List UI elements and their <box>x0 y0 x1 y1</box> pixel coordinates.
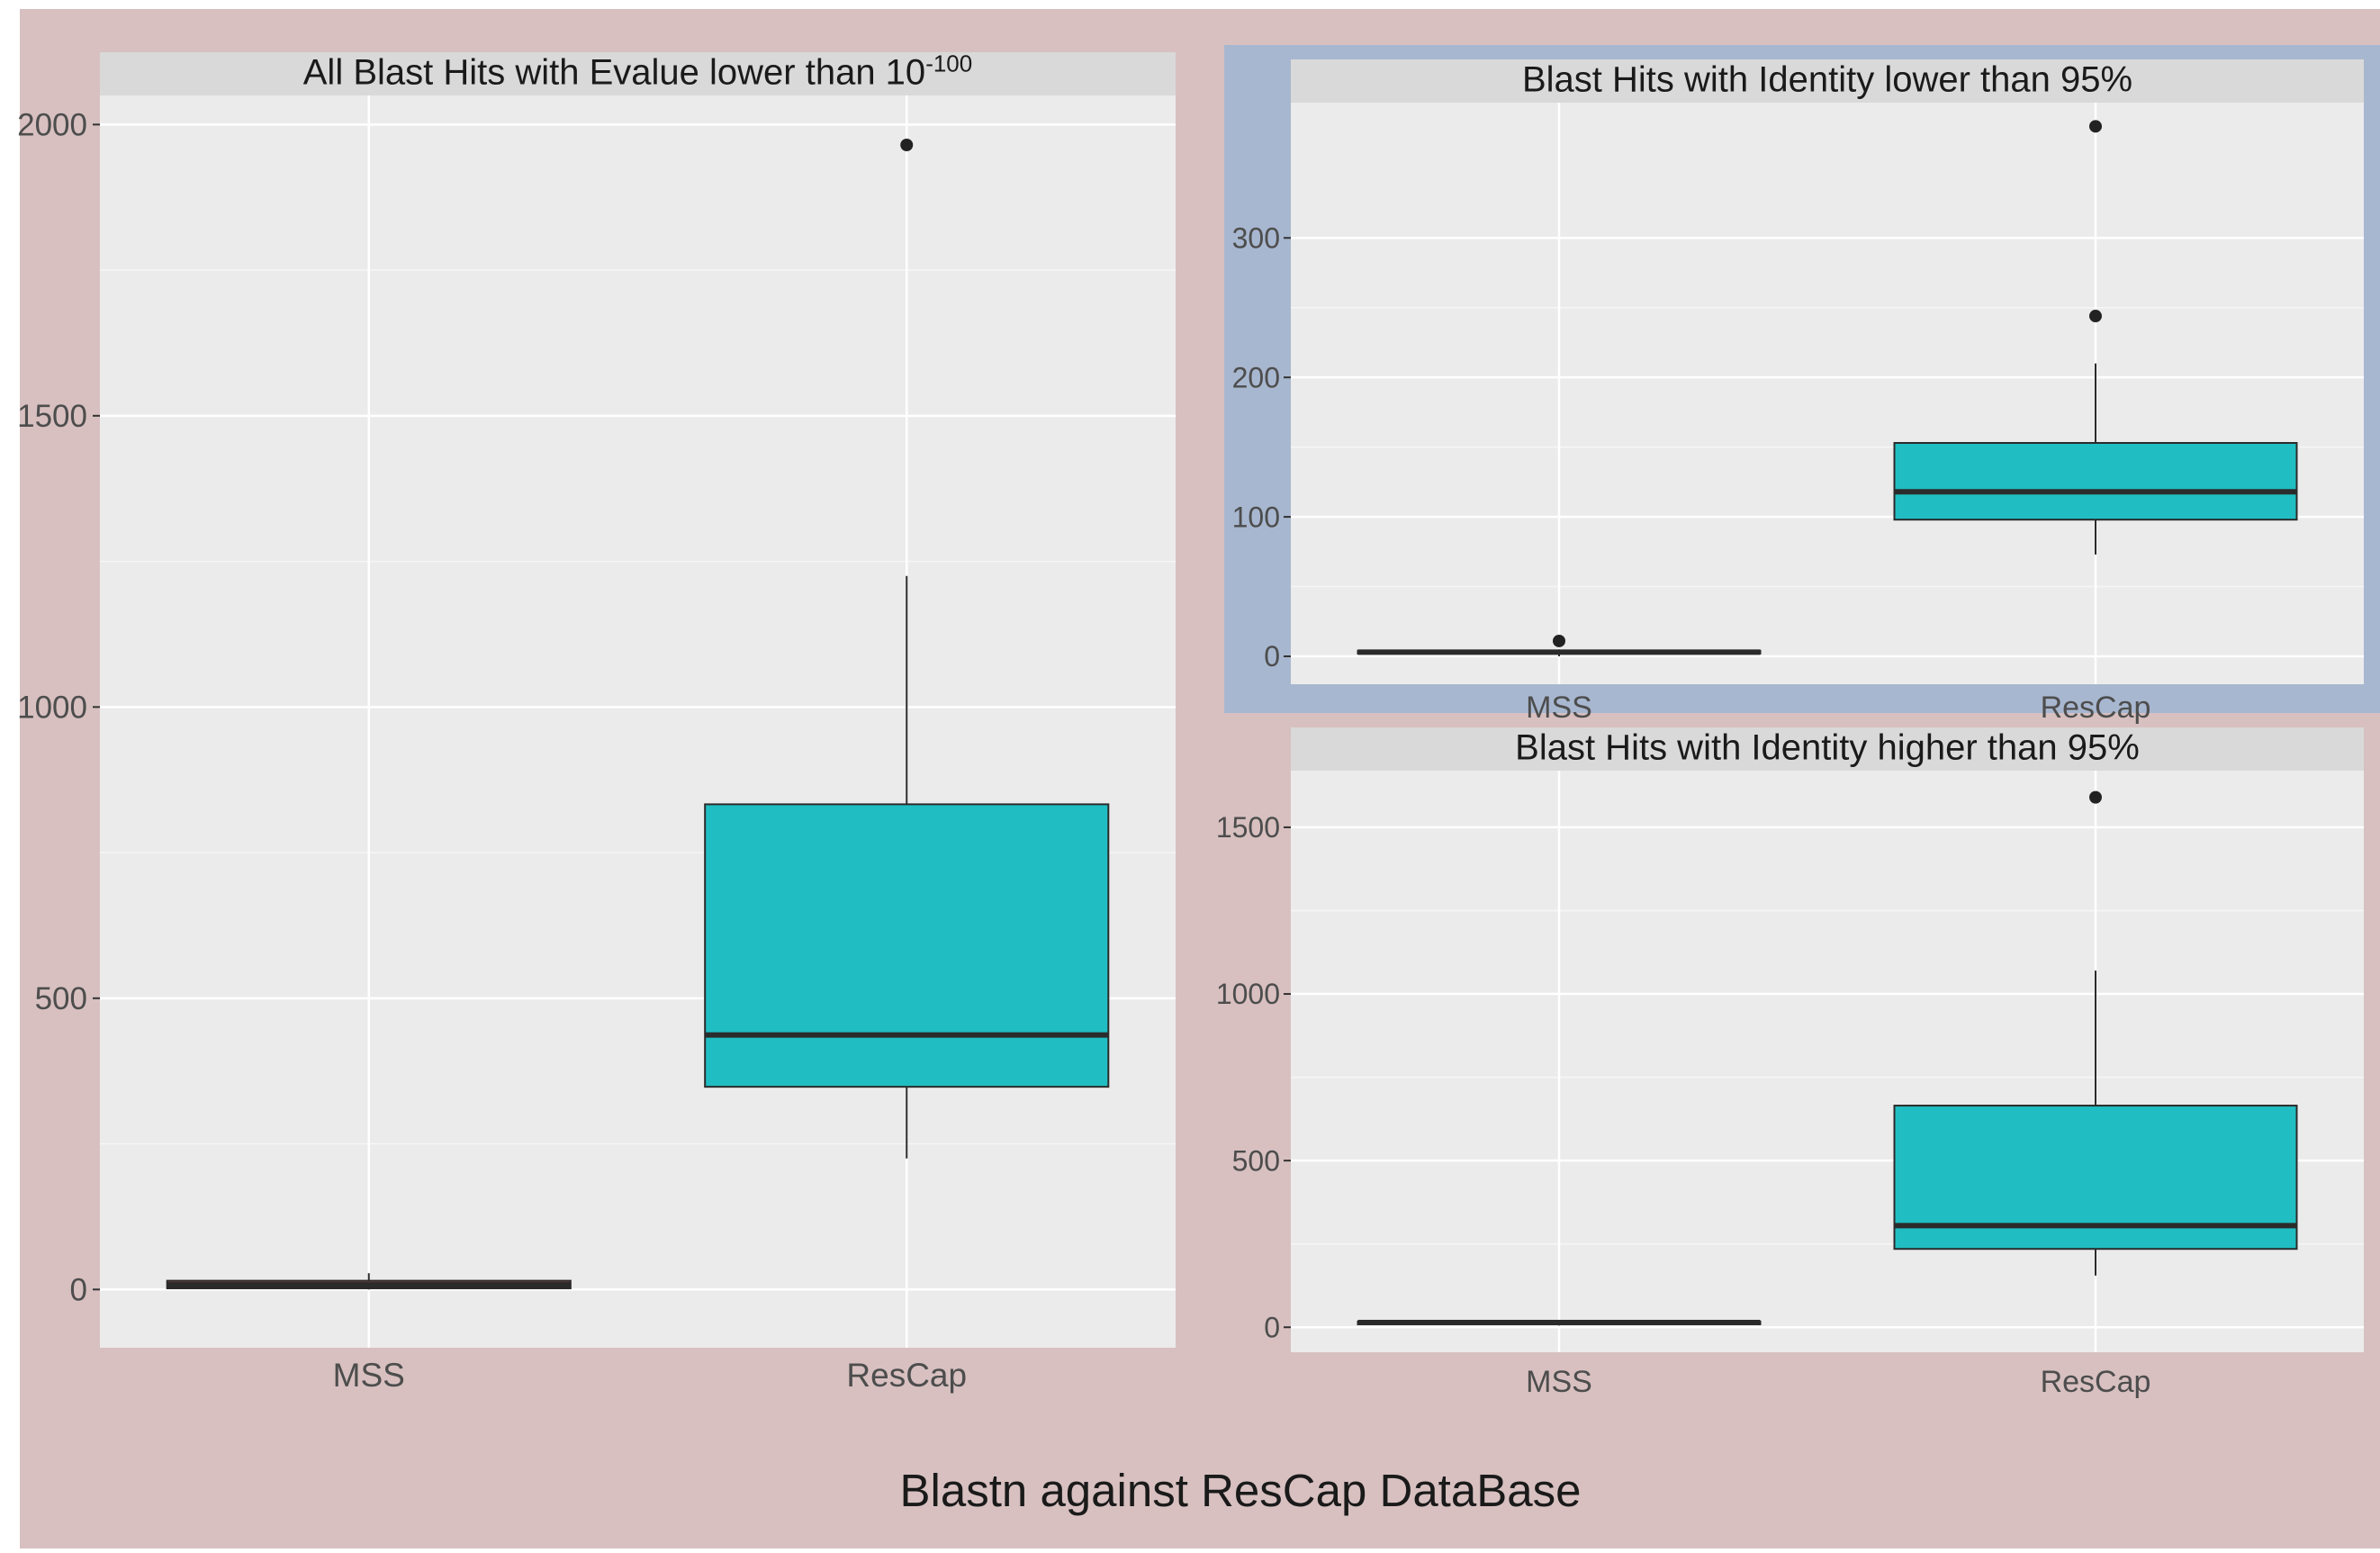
y-tick-label: 500 <box>1232 1144 1280 1177</box>
box-iqr <box>1893 441 2298 521</box>
x-tick-label: ResCap <box>846 1357 967 1394</box>
panel-1: 0 500 1000 1500 2000 All Blast Hits with Eval… <box>17 50 1176 1394</box>
box-rescap <box>704 138 1110 1159</box>
panel-strip <box>1291 59 2364 103</box>
panel-2: 0 100 200 300 Blast Hits with Identity lower… <box>1232 59 2364 725</box>
box-rescap <box>1893 120 2298 555</box>
outlier-point <box>2089 310 2102 323</box>
panel-background <box>1291 771 2364 1352</box>
panel-title: Blast Hits with Identity higher than 95% <box>1515 728 2140 768</box>
x-tick-label: MSS <box>1526 1365 1592 1399</box>
y-tick-label: 2000 <box>17 108 87 143</box>
x-tick-label: MSS <box>333 1357 405 1394</box>
outlier-point <box>2089 790 2102 804</box>
y-tick-label: 0 <box>1264 640 1280 673</box>
panel-title: Blast Hits with Identity lower than 95% <box>1522 60 2132 100</box>
y-tick-label: 300 <box>1232 221 1280 254</box>
box-iqr <box>704 803 1110 1088</box>
x-tick-label: MSS <box>1526 691 1592 725</box>
y-tick-label: 1000 <box>17 691 87 726</box>
x-tick-label: ResCap <box>2041 1365 2151 1399</box>
y-tick-label: 500 <box>35 981 87 1016</box>
figure-caption: Blastn against ResCap DataBase <box>900 1465 1582 1516</box>
panel-title-superscript: -100 <box>925 50 972 77</box>
outlier-point <box>900 138 914 151</box>
box-mss <box>1357 1320 1762 1326</box>
y-tick-label: 0 <box>1264 1311 1280 1343</box>
y-tick-label: 1500 <box>1216 811 1280 844</box>
y-tick-label: 0 <box>70 1273 87 1308</box>
panel-background <box>100 95 1176 1348</box>
box-mss <box>166 1273 572 1290</box>
panel-title: All Blast Hits with Evalue lower than 10… <box>303 50 972 93</box>
box-rescap <box>1893 790 2298 1276</box>
y-tick-label: 1500 <box>17 399 87 434</box>
panel-strip <box>1291 727 2364 771</box>
panel-3: 0 500 1000 1500 Blast Hits with Identity hig… <box>1216 727 2364 1399</box>
y-tick-label: 1000 <box>1216 978 1280 1010</box>
outlier-point <box>1553 634 1565 647</box>
y-tick-label: 200 <box>1232 361 1280 393</box>
y-tick-label: 100 <box>1232 501 1280 533</box>
box-mss <box>1357 634 1762 657</box>
panel-strip <box>100 52 1176 95</box>
outlier-point <box>2089 120 2102 133</box>
x-tick-label: ResCap <box>2041 691 2151 725</box>
panel-background <box>1291 103 2364 684</box>
